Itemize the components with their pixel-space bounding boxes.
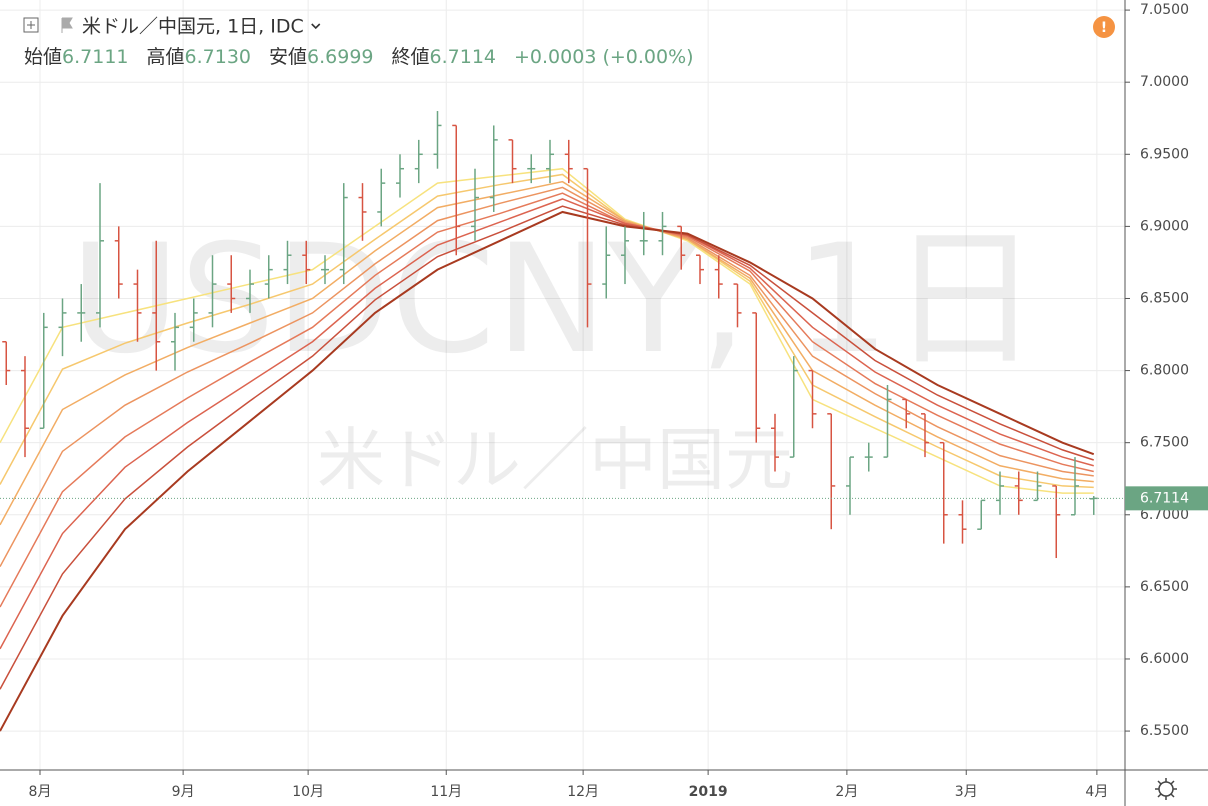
y-tick-label: 7.0000 <box>1140 74 1189 90</box>
header-value: 6.7111 <box>62 46 128 68</box>
header-label: 始値 <box>24 46 62 68</box>
expand-icon[interactable] <box>23 17 39 33</box>
y-tick-label: 6.9000 <box>1140 218 1189 234</box>
plot <box>0 111 1125 732</box>
title: 米ドル／中国元, 1日, IDC <box>82 16 304 38</box>
y-tick-label: 7.0500 <box>1140 2 1189 18</box>
header-value: 6.7130 <box>185 46 251 68</box>
watermark-sub: 米ドル／中国元 <box>317 422 793 501</box>
warning-mark: ! <box>1101 20 1107 36</box>
x-tick-label: 3月 <box>955 784 978 800</box>
y-tick-label: 6.7000 <box>1140 507 1189 523</box>
last-price-box <box>1125 486 1208 511</box>
header-label: 終値 <box>392 46 430 68</box>
header-value: 6.7114 <box>430 46 496 68</box>
y-tick-label: 6.8000 <box>1140 363 1189 379</box>
y-tick-label: 6.7500 <box>1140 435 1189 451</box>
header-change: +0.0003 (+0.00%) <box>514 46 694 68</box>
gear-teeth <box>1155 778 1177 800</box>
y-tick-label: 6.6500 <box>1140 579 1189 595</box>
axes: 6.5500 6.6000 6.6500 6.7000 6.7500 6.8000 6.85… <box>29 2 1208 800</box>
ohlc-header: 始値6.7111 高値6.7130 安値6.6999 終値6.7114 +0.0003 … <box>24 46 694 68</box>
ma-line <box>0 186 1094 568</box>
ma-line <box>0 205 1094 690</box>
x-tick-label: 4月 <box>1085 784 1108 800</box>
header-value: 6.6999 <box>307 46 373 68</box>
x-tick-label: 10月 <box>292 784 324 800</box>
last-price-label: 6.7114 <box>1140 490 1189 506</box>
flag-icon <box>61 17 73 33</box>
ma-line <box>0 210 1095 732</box>
x-tick-label: 8月 <box>29 784 52 800</box>
y-tick-label: 6.6000 <box>1140 651 1189 667</box>
x-tick-label: 2月 <box>835 784 858 800</box>
header-label: 高値 <box>147 46 185 68</box>
x-tick-label: 2019 <box>689 784 728 800</box>
ma-line <box>0 173 1094 489</box>
dropdown-chevron[interactable] <box>311 23 321 30</box>
y-tick-label: 6.8500 <box>1140 290 1189 306</box>
grid <box>0 0 1125 770</box>
plus <box>27 21 35 29</box>
ma-line <box>0 192 1094 608</box>
ma-line <box>0 198 1094 650</box>
y-tick-label: 6.5500 <box>1140 723 1189 739</box>
x-tick-label: 9月 <box>172 784 195 800</box>
x-tick-label: 11月 <box>430 784 462 800</box>
x-tick-label: 12月 <box>567 784 599 800</box>
settings-icon[interactable] <box>1155 778 1177 800</box>
warning-icon[interactable] <box>1093 16 1115 38</box>
header-icons[interactable] <box>23 17 73 33</box>
ma-line <box>0 180 1094 526</box>
ma-line <box>0 167 1094 494</box>
y-tick-label: 6.9500 <box>1140 146 1189 162</box>
header-label: 安値 <box>269 46 307 68</box>
